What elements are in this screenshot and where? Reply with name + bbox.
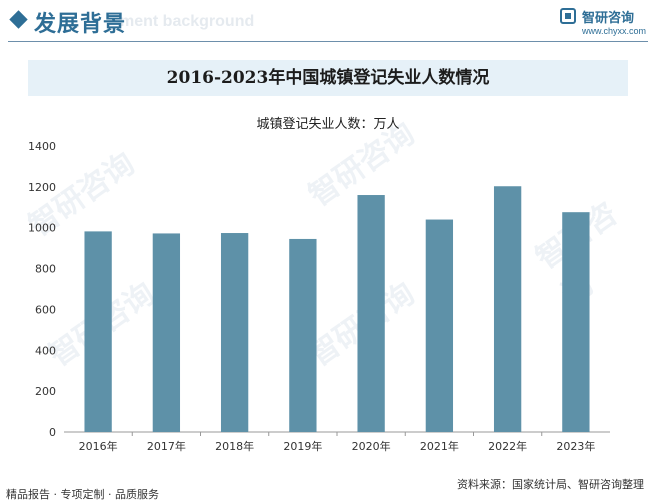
bar: [84, 231, 112, 432]
bar: [289, 238, 317, 432]
data-source: 资料来源：国家统计局、智研咨询整理: [457, 478, 644, 491]
bars: [84, 186, 590, 432]
y-tick-label: 200: [35, 385, 56, 398]
page-footer: 精品报告 · 专项定制 · 品质服务 资料来源：国家统计局、智研咨询整理: [0, 476, 656, 504]
footer-tagline: 精品报告 · 专项定制 · 品质服务: [6, 488, 159, 501]
x-tick-label: 2017年: [147, 439, 186, 453]
page-header: ment background 发展背景 智研咨询 www.chyxx.com: [0, 0, 656, 44]
y-axis: 0 200 400 600 800 1000 1200 1400: [28, 140, 56, 439]
brand-logo-icon: [560, 8, 576, 24]
x-tick-label: 2018年: [215, 439, 254, 453]
y-tick-label: 0: [49, 426, 56, 439]
chart-series-label: 城镇登记失业人数：万人: [256, 117, 400, 132]
chart-title: 2016-2023年中国城镇登记失业人数情况: [166, 68, 490, 88]
y-tick-label: 400: [35, 344, 56, 357]
header-divider: [8, 41, 648, 42]
x-tick-label: 2016年: [79, 439, 118, 453]
y-tick-label: 1000: [28, 222, 56, 235]
y-tick-label: 800: [35, 263, 56, 276]
y-tick-label: 1400: [28, 140, 56, 153]
x-tick-label: 2023年: [556, 439, 595, 453]
bar: [357, 195, 385, 432]
bar: [220, 233, 249, 432]
y-tick-label: 600: [35, 303, 56, 316]
section-subtitle-en: ment background: [120, 13, 255, 30]
y-tick-label: 1200: [28, 181, 56, 194]
brand-name: 智研咨询: [582, 11, 635, 26]
x-tick-label: 2020年: [352, 439, 391, 453]
bar: [152, 233, 181, 432]
section-title: 发展背景: [34, 12, 127, 37]
bar: [562, 212, 590, 432]
x-axis: 2016年 2017年 2018年 2019年 2020年 2021年 2022年 2023年: [64, 431, 610, 453]
x-tick-label: 2022年: [488, 439, 527, 453]
brand-url: www.chyxx.com: [582, 26, 647, 36]
bar: [493, 186, 522, 432]
bar: [425, 219, 454, 432]
x-tick-label: 2019年: [283, 439, 322, 453]
x-tick-label: 2021年: [420, 439, 459, 453]
chart-title-band: 2016-2023年中国城镇登记失业人数情况: [28, 60, 628, 96]
